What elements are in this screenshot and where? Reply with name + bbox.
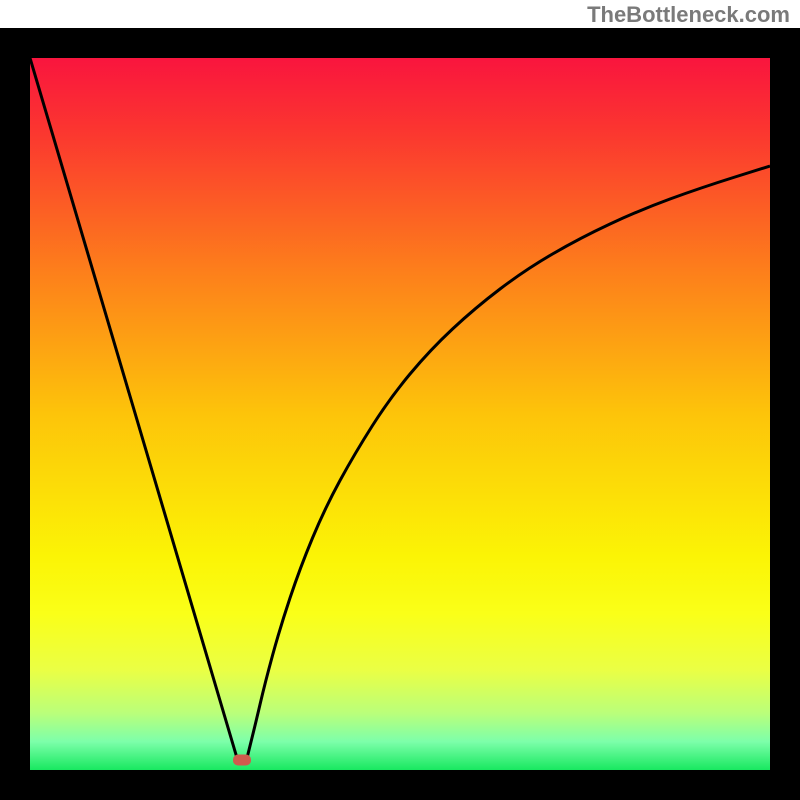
gradient-background [30,58,770,770]
chart-frame [0,28,800,800]
minimum-marker [233,755,251,766]
chart-container: TheBottleneck.com [0,0,800,800]
plot-area [30,58,770,770]
plot-svg [30,58,770,770]
watermark-text: TheBottleneck.com [587,2,790,28]
